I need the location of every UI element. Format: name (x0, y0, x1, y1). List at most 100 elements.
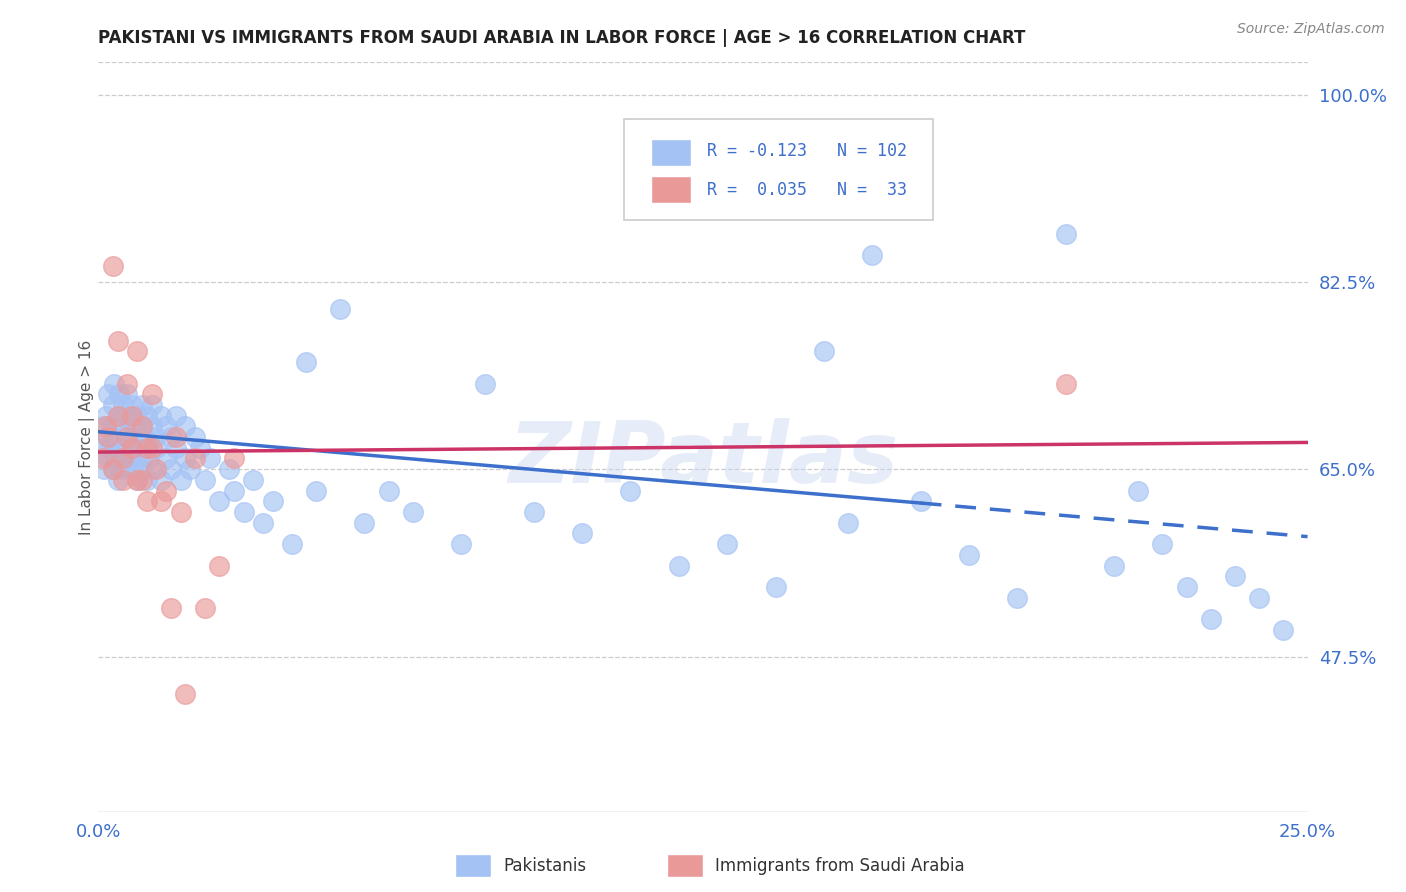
Point (135, 494, 157, 508)
Point (860, 248, 883, 262)
Point (450, 537, 472, 551)
Point (121, 409, 143, 423)
Point (208, 494, 231, 508)
Point (1102, 558, 1125, 573)
Point (281, 537, 304, 551)
Point (117, 409, 139, 423)
Point (111, 419, 134, 434)
Point (91, 451, 114, 466)
Point (118, 451, 141, 466)
Point (1175, 580, 1198, 594)
FancyBboxPatch shape (666, 855, 703, 877)
Point (107, 387, 129, 401)
Point (93, 462, 115, 476)
Point (262, 494, 284, 508)
Point (111, 398, 134, 412)
Point (121, 441, 143, 455)
Point (135, 441, 157, 455)
FancyBboxPatch shape (624, 119, 932, 219)
Point (198, 451, 221, 466)
Point (160, 430, 183, 444)
Point (101, 430, 124, 444)
Point (91, 419, 114, 434)
Point (169, 473, 191, 487)
Point (145, 462, 167, 476)
Point (101, 462, 124, 476)
Point (668, 558, 690, 573)
Point (169, 505, 191, 519)
Point (141, 398, 163, 412)
Point (101, 398, 124, 412)
Point (218, 462, 240, 476)
Point (305, 483, 328, 498)
Point (97, 451, 120, 466)
Point (145, 441, 167, 455)
Point (104, 451, 127, 466)
Text: ZIPatlas: ZIPatlas (508, 418, 898, 501)
Point (160, 462, 183, 476)
Point (150, 473, 173, 487)
Point (131, 473, 153, 487)
Point (150, 494, 173, 508)
Point (242, 473, 264, 487)
Point (184, 430, 207, 444)
Point (128, 451, 150, 466)
Point (1054, 376, 1077, 391)
Point (155, 419, 177, 434)
Point (138, 451, 160, 466)
Point (107, 473, 129, 487)
Point (117, 430, 139, 444)
Point (101, 462, 124, 476)
Point (174, 451, 197, 466)
Point (117, 441, 139, 455)
Point (184, 451, 207, 466)
Point (114, 430, 136, 444)
Point (155, 451, 177, 466)
Point (94, 419, 117, 434)
Point (107, 409, 129, 423)
Point (131, 419, 153, 434)
Point (174, 687, 197, 701)
Point (194, 473, 217, 487)
Point (141, 419, 163, 434)
Point (377, 483, 399, 498)
Point (1054, 227, 1077, 241)
Point (329, 301, 352, 316)
Point (117, 387, 139, 401)
Point (135, 409, 157, 423)
Text: Immigrants from Saudi Arabia: Immigrants from Saudi Arabia (716, 856, 965, 875)
Point (188, 441, 211, 455)
Point (103, 376, 125, 391)
Text: Source: ZipAtlas.com: Source: ZipAtlas.com (1237, 22, 1385, 37)
Point (174, 419, 197, 434)
Point (108, 462, 131, 476)
Point (402, 505, 425, 519)
Point (121, 462, 143, 476)
Point (813, 344, 835, 359)
Point (141, 441, 163, 455)
Point (117, 462, 139, 476)
Text: R =  0.035   N =  33: R = 0.035 N = 33 (707, 181, 907, 199)
Point (141, 387, 163, 401)
Point (165, 409, 187, 423)
Point (1152, 537, 1174, 551)
Point (1223, 569, 1246, 583)
Point (127, 473, 149, 487)
Point (232, 505, 254, 519)
Point (1199, 612, 1222, 626)
Point (131, 462, 153, 476)
Point (94, 409, 117, 423)
Point (98, 441, 121, 455)
Point (716, 537, 738, 551)
Point (353, 516, 375, 530)
Point (97, 430, 120, 444)
Point (222, 451, 245, 466)
Point (100, 419, 122, 434)
Point (107, 409, 129, 423)
Point (135, 441, 157, 455)
Point (121, 419, 143, 434)
Text: PAKISTANI VS IMMIGRANTS FROM SAUDI ARABIA IN LABOR FORCE | AGE > 16 CORRELATION : PAKISTANI VS IMMIGRANTS FROM SAUDI ARABI… (98, 29, 1026, 47)
Point (127, 473, 149, 487)
Point (107, 334, 129, 348)
Point (1272, 623, 1295, 637)
